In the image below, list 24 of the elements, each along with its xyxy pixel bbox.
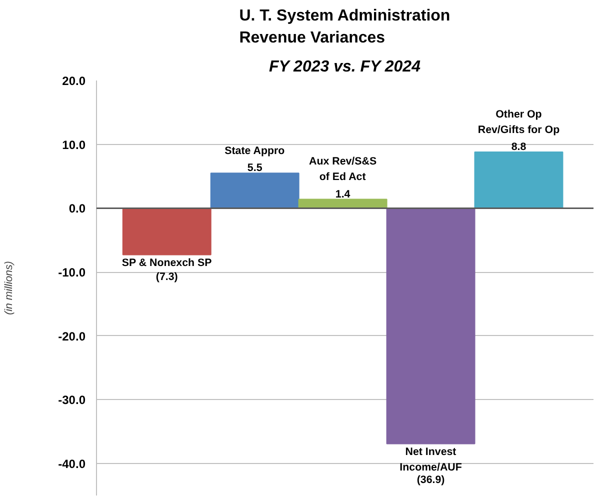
- data-label: 5.5: [247, 162, 262, 174]
- bar: [474, 152, 564, 209]
- y-tick-label: -40.0: [58, 457, 86, 472]
- y-tick-label: 10.0: [62, 138, 86, 152]
- y-tick-label: -10.0: [58, 266, 86, 280]
- chart-subtitle: FY 2023 vs. FY 2024: [268, 58, 421, 76]
- y-tick-label: 0.0: [68, 202, 86, 216]
- x-tick-label: State Appro: [224, 145, 286, 158]
- bar: [210, 172, 300, 209]
- y-tick-label: -30.0: [58, 393, 86, 408]
- y-tick-label: 20.0: [62, 74, 86, 88]
- bar: [122, 208, 212, 256]
- x-tick-label: Other Op Rev/Gifts for Op: [478, 108, 560, 136]
- data-label: 8.8: [511, 141, 526, 154]
- x-tick-label: Aux Rev/S&S of Ed Act: [309, 156, 377, 184]
- y-tick-label: -20.0: [58, 329, 86, 344]
- data-label: (7.3): [156, 270, 178, 283]
- data-label: (36.9): [416, 474, 446, 486]
- data-label: 1.4: [335, 188, 350, 200]
- y-axis-title: (in millions): [3, 261, 16, 315]
- bar: [386, 208, 476, 444]
- chart-title: U. T. System Administration Revenue Variances: [239, 7, 450, 46]
- x-tick-label: SP & Nonexch SP: [122, 256, 212, 269]
- x-tick-label: Net Invest Income/AUF: [400, 446, 462, 474]
